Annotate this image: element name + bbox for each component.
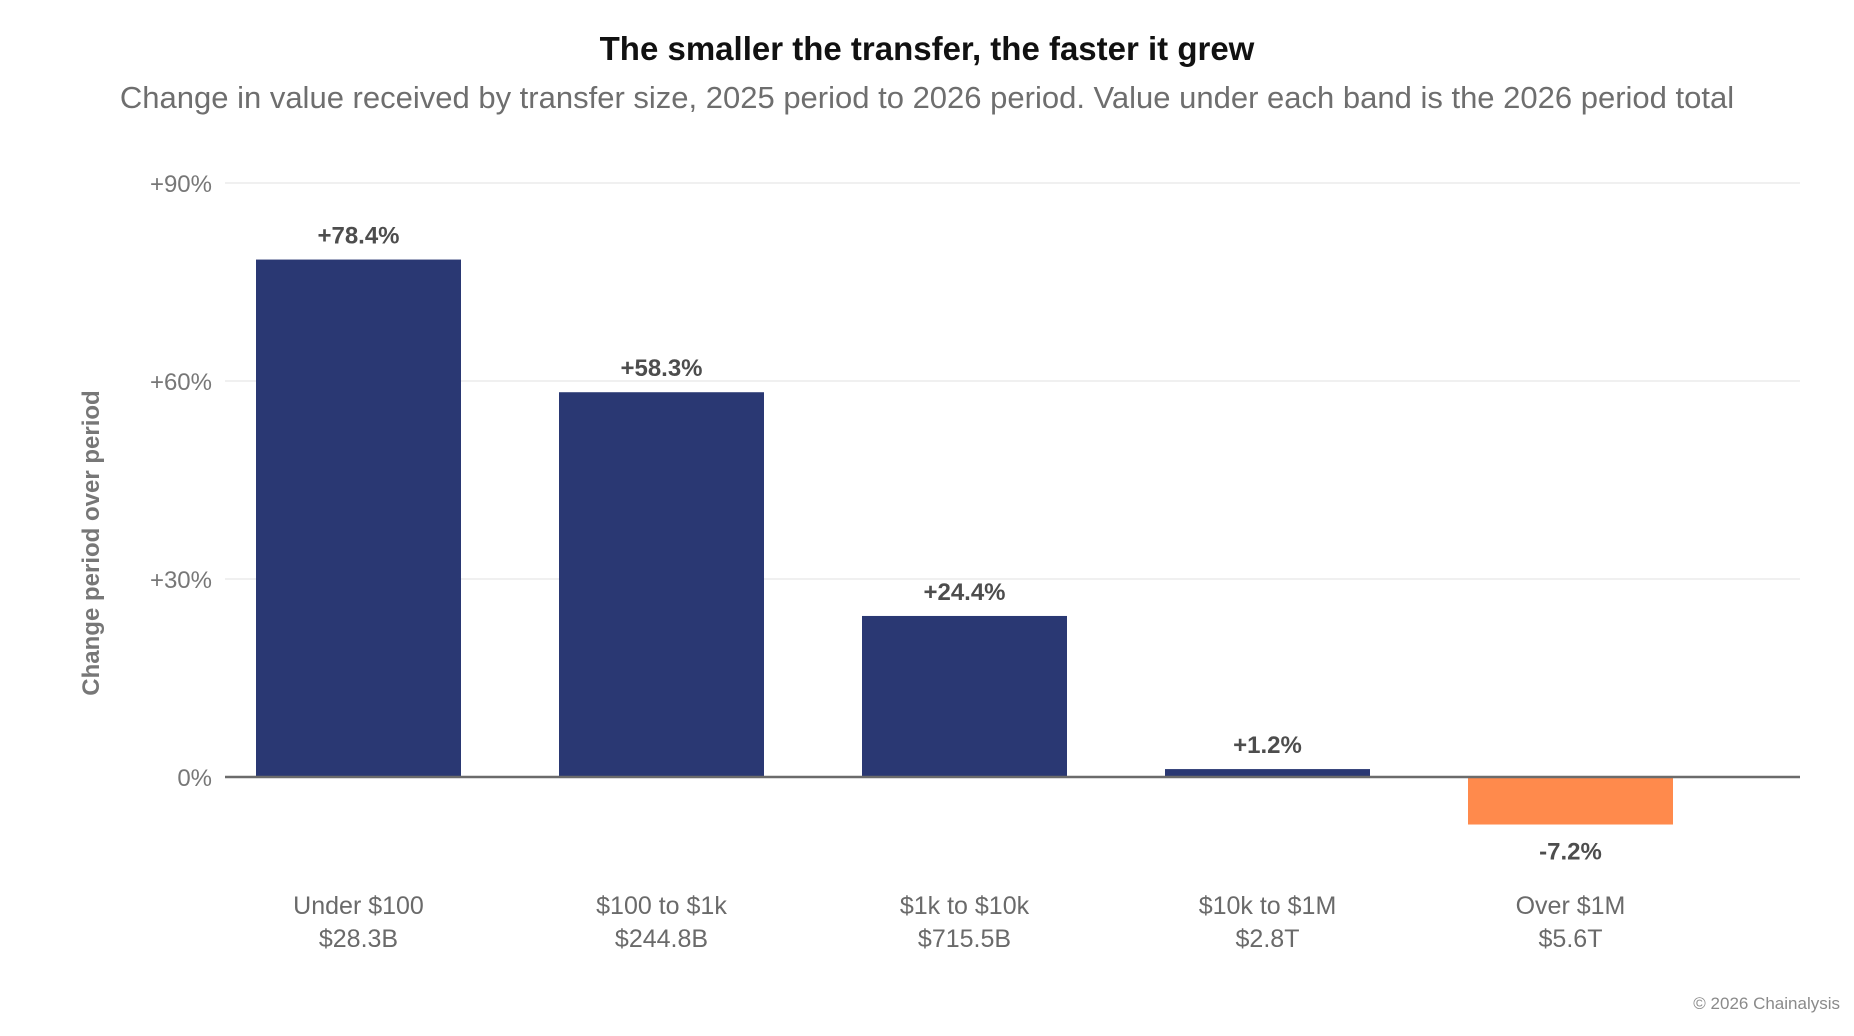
bar xyxy=(1165,769,1370,777)
y-axis-label: Change period over period xyxy=(78,390,105,695)
chart-title: The smaller the transfer, the faster it … xyxy=(599,30,1255,67)
bar-value-label: +58.3% xyxy=(620,355,702,382)
chart-subtitle: Change in value received by transfer siz… xyxy=(119,80,1735,115)
bar xyxy=(256,259,461,777)
bar-value-label: +78.4% xyxy=(317,223,399,250)
x-category-total: $715.5B xyxy=(918,925,1011,953)
x-category-label: $1k to $10k xyxy=(900,892,1030,920)
bar-value-label: -7.2% xyxy=(1539,839,1602,866)
bar xyxy=(862,615,1067,777)
bar-value-label: +24.4% xyxy=(923,579,1005,606)
x-category-total: $5.6T xyxy=(1539,925,1603,953)
bar-value-label: +1.2% xyxy=(1233,732,1302,759)
copyright-footer: © 2026 Chainalysis xyxy=(1693,994,1840,1013)
y-tick-label: +30% xyxy=(150,567,212,594)
y-tick-label: 0% xyxy=(177,765,212,792)
x-category-label: Over $1M xyxy=(1516,892,1626,920)
x-category-label: $100 to $1k xyxy=(596,892,727,920)
bar xyxy=(559,392,764,777)
bar xyxy=(1468,777,1673,825)
x-category-total: $2.8T xyxy=(1236,925,1300,953)
y-tick-label: +90% xyxy=(150,171,212,198)
x-category-label: $10k to $1M xyxy=(1199,892,1337,920)
x-category-total: $244.8B xyxy=(615,925,708,953)
y-tick-label: +60% xyxy=(150,369,212,396)
x-category-label: Under $100 xyxy=(293,892,424,920)
x-category-total: $28.3B xyxy=(319,925,398,953)
